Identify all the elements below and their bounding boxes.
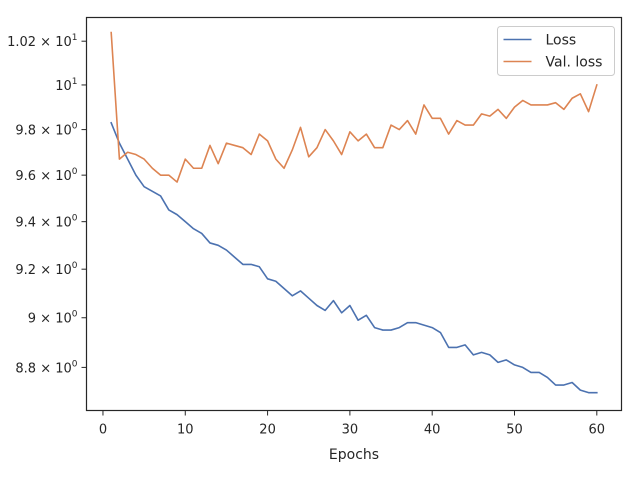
x-tick-label: 0	[99, 423, 107, 438]
y-tick-label: 9.6 × 100	[15, 167, 77, 184]
y-tick-label: 1.02 × 101	[7, 33, 77, 50]
y-tick-label: 9.2 × 100	[15, 261, 77, 278]
legend-label-1: Val. loss	[546, 55, 603, 71]
legend-label-0: Loss	[546, 33, 577, 49]
x-tick-label: 40	[424, 423, 441, 438]
y-tick-label: 9 × 100	[28, 310, 78, 327]
series-line-1	[110, 31, 598, 183]
y-tick-label: 9.4 × 100	[15, 214, 77, 231]
x-tick-label: 10	[177, 423, 194, 438]
y-tick-label: 101	[55, 77, 77, 94]
x-tick-label: 20	[259, 423, 276, 438]
series-line-0	[110, 121, 598, 394]
y-tick-label: 8.8 × 100	[15, 359, 77, 376]
x-tick-label: 50	[506, 423, 523, 438]
x-tick-label: 30	[342, 423, 359, 438]
y-tick-label: 9.8 × 100	[15, 122, 77, 139]
x-tick-label: 60	[589, 423, 606, 438]
x-axis-label: Epochs	[329, 447, 379, 463]
legend: Loss Val. loss	[497, 26, 615, 76]
plot-frame	[85, 16, 623, 412]
